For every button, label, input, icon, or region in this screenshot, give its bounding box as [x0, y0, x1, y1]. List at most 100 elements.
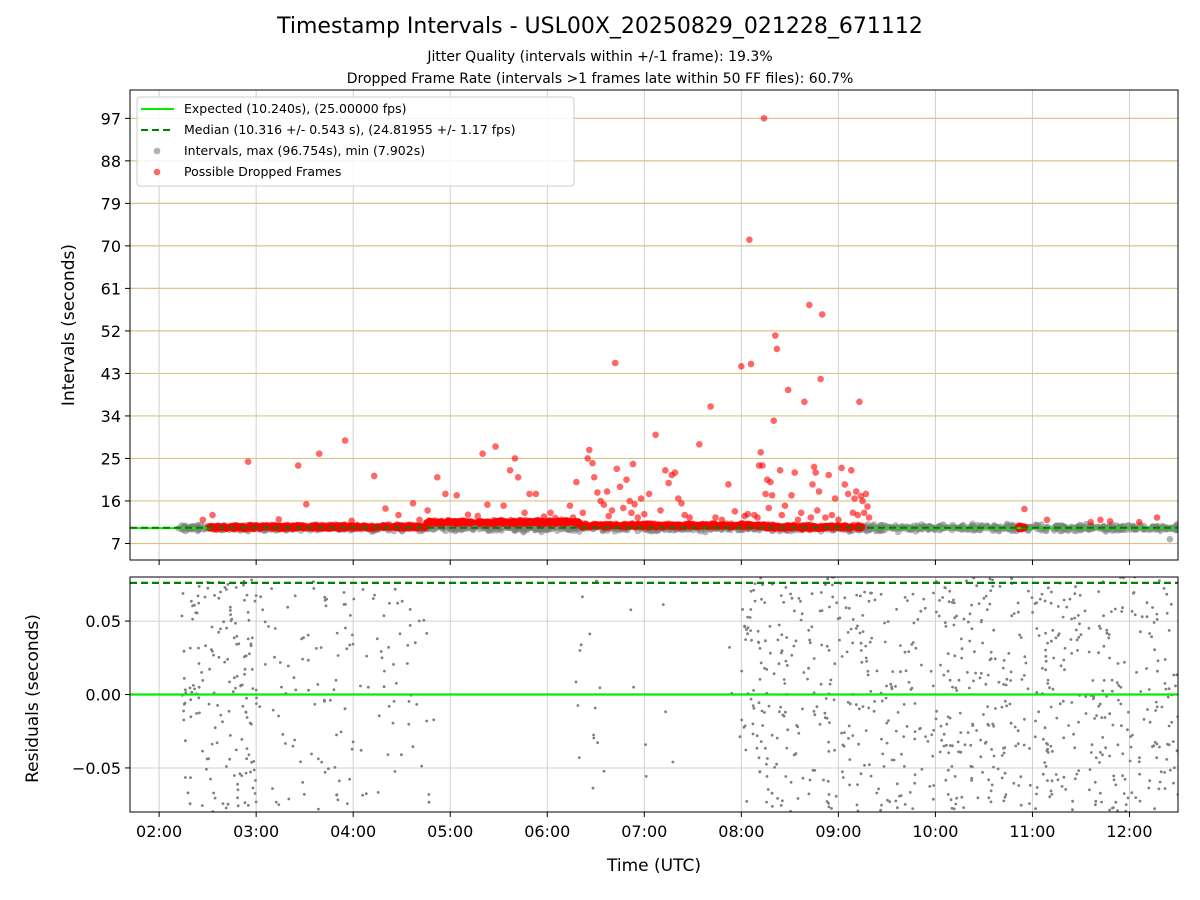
residual-point [1044, 668, 1047, 672]
residual-point [306, 658, 310, 662]
residual-point [317, 807, 320, 811]
dropped-frame-point [725, 481, 732, 488]
residual-point [746, 626, 750, 629]
residual-point [196, 594, 200, 598]
residual-point [749, 697, 753, 701]
residual-point [913, 702, 917, 705]
residual-point [953, 654, 957, 658]
residual-point [761, 724, 764, 727]
residual-point [856, 624, 859, 628]
residual-point [870, 591, 873, 595]
residual-point [903, 596, 907, 599]
bottom-xtick-label: 03:00 [233, 822, 279, 841]
residual-point [801, 776, 805, 780]
dropped-frame-point [768, 492, 776, 499]
residual-point [1108, 712, 1112, 716]
residual-point [1169, 602, 1173, 606]
residual-point [1009, 679, 1012, 682]
residual-point [1112, 774, 1116, 778]
residual-point [1050, 590, 1053, 594]
residual-point [1008, 702, 1012, 706]
residual-point [781, 713, 785, 717]
residual-point [224, 806, 228, 810]
dropped-frame-point [534, 517, 542, 524]
residual-point [771, 805, 774, 808]
residual-point [835, 601, 839, 605]
residual-point [859, 772, 863, 776]
residual-point [785, 636, 788, 639]
residual-point [989, 589, 993, 592]
residual-point [1147, 688, 1151, 691]
residual-point [1037, 634, 1041, 637]
residual-point [387, 704, 391, 708]
residual-point [1046, 751, 1050, 754]
residual-point [779, 705, 783, 709]
residual-point [954, 686, 958, 690]
residual-point [848, 758, 852, 761]
residual-point [1038, 597, 1042, 601]
top-ylabel: Intervals (seconds) [59, 244, 79, 406]
dropped-frame-point [671, 469, 679, 476]
dropped-frame-point [552, 514, 559, 522]
residual-point [1073, 592, 1077, 596]
residual-point [293, 738, 297, 742]
residual-point [1041, 772, 1045, 776]
interval-point [876, 527, 883, 535]
residual-point [1173, 766, 1176, 770]
residual-point [780, 649, 784, 653]
residual-point [359, 748, 363, 752]
residual-point [197, 685, 201, 689]
residual-point [992, 765, 995, 769]
residual-point [245, 757, 249, 761]
top-ytick-label: 16 [101, 492, 121, 511]
residual-point [984, 682, 988, 686]
residual-point [965, 579, 968, 583]
residual-point [1150, 635, 1153, 639]
residual-point [302, 792, 306, 796]
residual-point [227, 709, 231, 713]
dropped-frame-point [831, 495, 839, 502]
residual-point [789, 780, 793, 784]
residual-point [229, 613, 233, 616]
residual-point [189, 715, 193, 719]
residual-point [982, 713, 985, 716]
residual-point [793, 609, 796, 613]
residual-point [920, 767, 924, 771]
residual-point [794, 639, 798, 643]
residual-point [193, 687, 197, 691]
residual-point [1056, 778, 1060, 782]
residual-point [264, 663, 267, 666]
residual-point [1061, 615, 1065, 619]
residual-point [931, 754, 935, 758]
dropped-frame-point [566, 502, 574, 510]
residual-point [950, 765, 954, 768]
residual-point [1148, 779, 1152, 783]
residual-point [277, 803, 281, 806]
residual-point [335, 733, 338, 737]
residual-point [280, 685, 283, 689]
dropped-frame-point [1087, 518, 1094, 526]
residual-point [217, 630, 221, 634]
residual-point [952, 623, 956, 627]
residual-point [976, 796, 980, 800]
residual-point [1074, 585, 1077, 588]
bottom-xtick-label: 08:00 [718, 822, 764, 841]
residual-point [979, 738, 982, 742]
residual-point [889, 682, 893, 686]
residual-point [971, 722, 975, 726]
residual-point [763, 601, 767, 604]
residual-point [232, 636, 236, 640]
residual-point [752, 588, 755, 592]
residual-point [387, 646, 390, 649]
residual-point [789, 592, 792, 596]
residual-point [215, 741, 219, 745]
residual-point [302, 636, 305, 640]
residual-point [831, 595, 835, 599]
residual-point [1153, 648, 1156, 652]
residual-point [182, 709, 186, 713]
residual-point [1044, 648, 1047, 652]
bottom-ytick-label: 0.00 [85, 686, 121, 705]
residual-point [752, 706, 756, 710]
top-plot-frame [129, 89, 1179, 561]
residual-point [1124, 803, 1128, 806]
